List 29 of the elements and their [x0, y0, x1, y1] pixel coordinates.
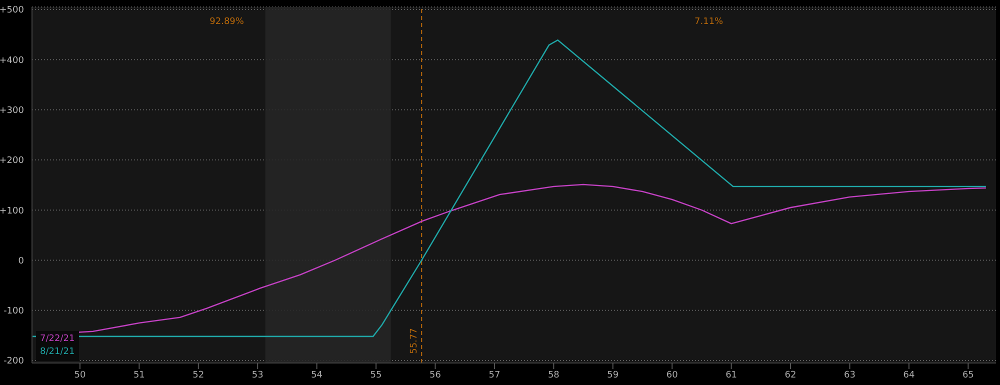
- y-tick-label: -100: [4, 306, 24, 317]
- x-tick-label: 58: [548, 370, 560, 380]
- x-tick-label: 50: [74, 370, 86, 380]
- x-tick-label: 54: [311, 370, 323, 380]
- x-tick-label: 52: [192, 370, 204, 380]
- x-tick-label: 61: [726, 370, 738, 380]
- y-tick-label: 0: [18, 256, 24, 266]
- x-tick-label: 59: [607, 370, 619, 380]
- x-tick-label: 60: [666, 370, 678, 380]
- x-tick-label: 56: [430, 370, 442, 380]
- x-tick-label: 65: [962, 370, 974, 380]
- x-tick-label: 64: [903, 370, 915, 380]
- x-tick-label: 51: [133, 370, 145, 380]
- annotation: 7.11%: [694, 17, 724, 27]
- annotation: 92.89%: [210, 17, 244, 27]
- x-tick-label: 63: [844, 370, 856, 380]
- x-tick-label: 53: [252, 370, 264, 380]
- series-label: 7/22/21: [40, 333, 75, 346]
- x-tick-label: 57: [488, 370, 500, 380]
- series-label: 8/21/21: [40, 346, 75, 359]
- y-tick-label: +500: [0, 6, 24, 16]
- x-tick-label: 55: [370, 370, 382, 380]
- y-tick-label: +100: [0, 206, 24, 216]
- ref-line-label: 55.77: [410, 328, 420, 354]
- y-tick-label: +300: [0, 106, 24, 116]
- y-tick-label: +400: [0, 56, 24, 66]
- y-tick-label: -200: [4, 356, 24, 367]
- x-tick-label: 62: [784, 370, 796, 380]
- y-tick-label: +200: [0, 156, 24, 166]
